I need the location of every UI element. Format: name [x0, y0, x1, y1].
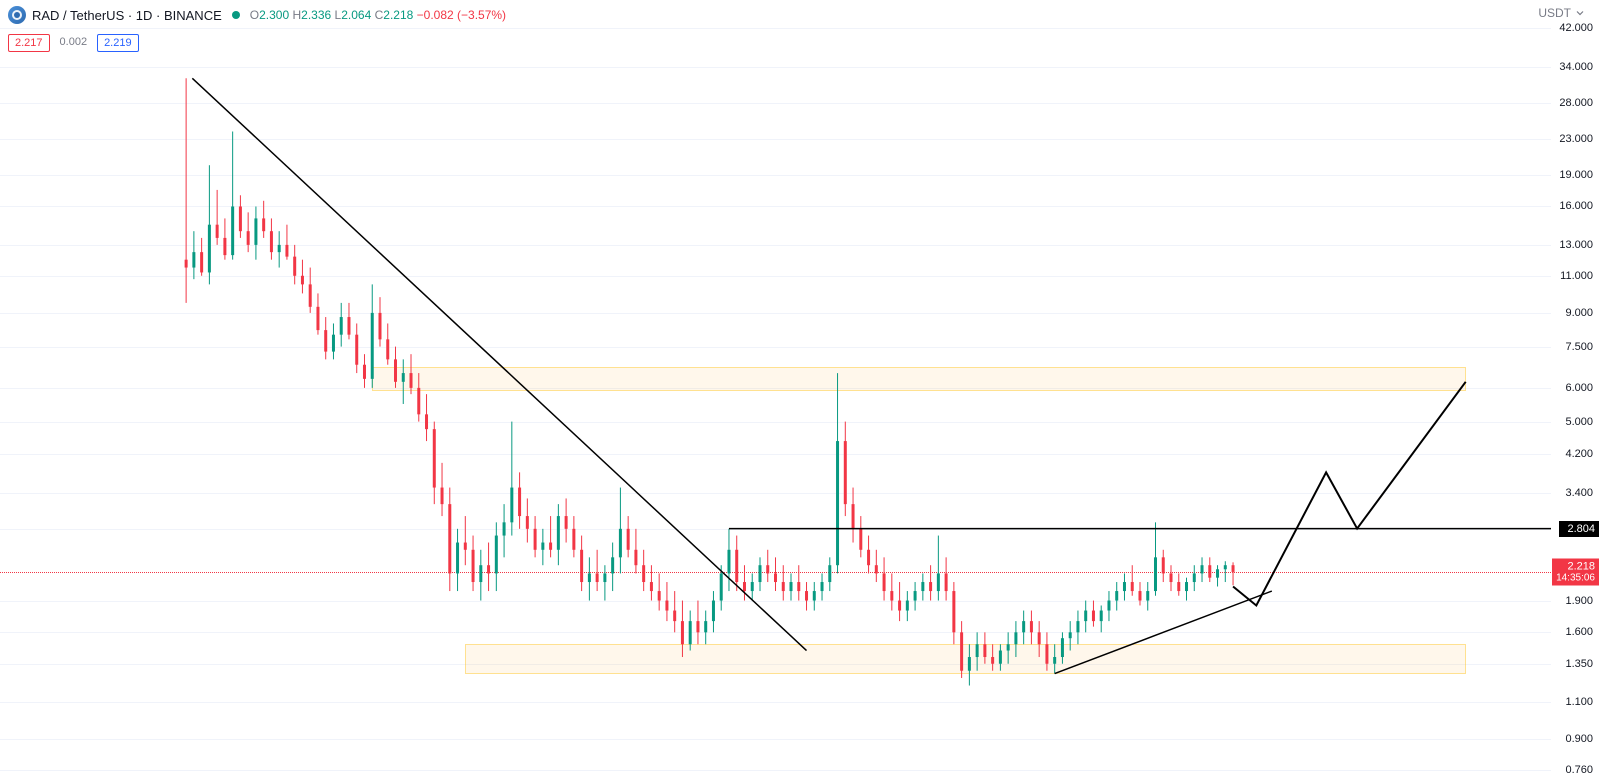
- symbol-title[interactable]: RAD / TetherUS · 1D · BINANCE: [32, 8, 222, 23]
- current-price-label: 2.218 14:35:06: [1552, 558, 1599, 585]
- countdown-timer: 14:35:06: [1556, 572, 1595, 583]
- y-tick: 1.100: [1565, 696, 1593, 708]
- chart-header: RAD / TetherUS · 1D · BINANCE O2.300 H2.…: [0, 0, 1599, 30]
- horizontal-line-label: 2.804: [1559, 521, 1599, 537]
- currency-label: USDT: [1538, 6, 1571, 20]
- y-tick: 0.760: [1565, 764, 1593, 776]
- y-tick: 28.000: [1559, 97, 1593, 109]
- chart-area[interactable]: [0, 28, 1551, 770]
- y-tick: 3.400: [1565, 487, 1593, 499]
- y-tick: 4.200: [1565, 448, 1593, 460]
- chart-container: RAD / TetherUS · 1D · BINANCE O2.300 H2.…: [0, 0, 1599, 770]
- market-status-dot: [232, 11, 240, 19]
- y-tick: 0.900: [1565, 733, 1593, 745]
- ohlc-display: O2.300 H2.336 L2.064 C2.218 −0.082 (−3.5…: [250, 8, 506, 22]
- y-tick: 1.600: [1565, 626, 1593, 638]
- y-tick: 7.500: [1565, 341, 1593, 353]
- currency-selector[interactable]: USDT: [1532, 4, 1591, 22]
- y-tick: 6.000: [1565, 382, 1593, 394]
- symbol-icon: [8, 6, 26, 24]
- y-tick: 34.000: [1559, 61, 1593, 73]
- y-tick: 19.000: [1559, 169, 1593, 181]
- y-tick: 42.000: [1559, 22, 1593, 34]
- y-tick: 5.000: [1565, 416, 1593, 428]
- y-tick: 13.000: [1559, 239, 1593, 251]
- y-tick: 1.350: [1565, 658, 1593, 670]
- y-tick: 16.000: [1559, 200, 1593, 212]
- price-axis[interactable]: 42.00034.00028.00023.00019.00016.00013.0…: [1551, 28, 1599, 770]
- y-tick: 9.000: [1565, 307, 1593, 319]
- y-tick: 11.000: [1560, 270, 1593, 282]
- chart-svg: [0, 28, 1551, 770]
- y-tick: 1.900: [1565, 595, 1593, 607]
- y-tick: 23.000: [1559, 133, 1593, 145]
- chevron-down-icon: [1575, 8, 1585, 18]
